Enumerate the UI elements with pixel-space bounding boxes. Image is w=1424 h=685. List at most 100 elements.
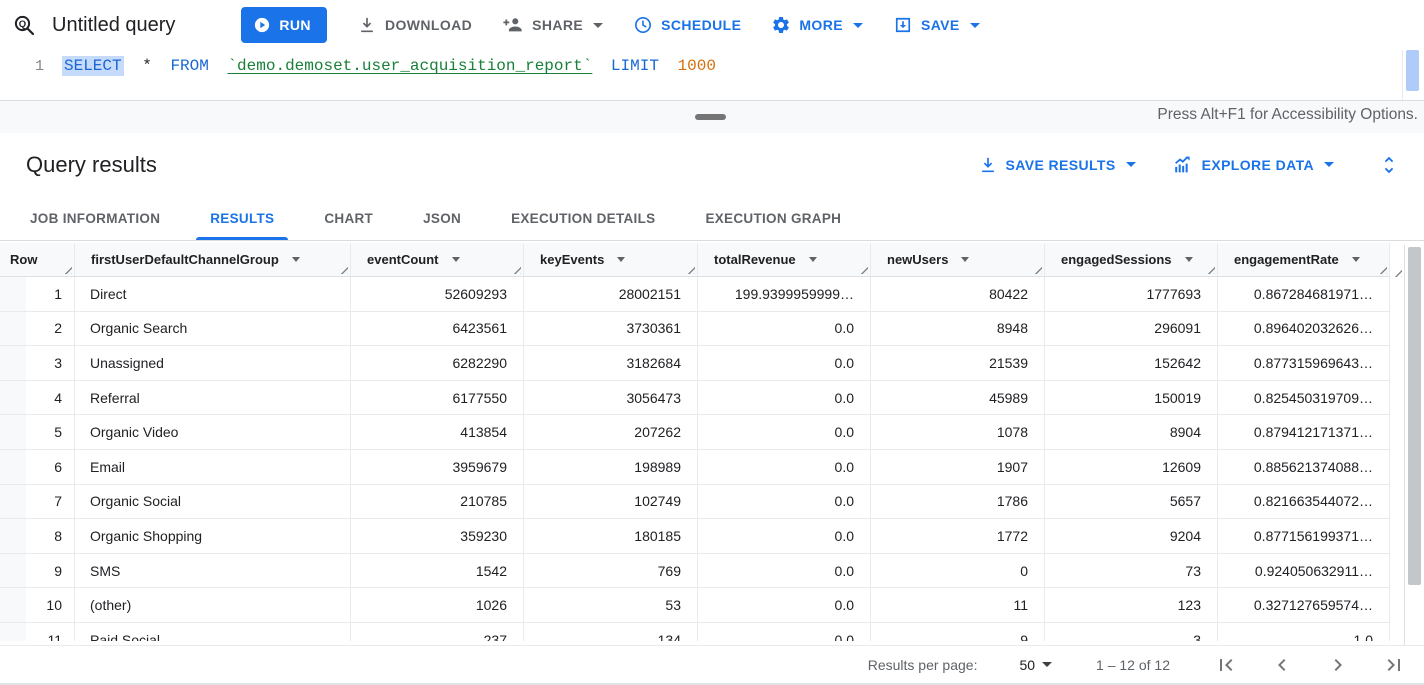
expand-collapse-button[interactable] xyxy=(1378,154,1400,176)
column-dropdown-icon[interactable] xyxy=(1184,257,1193,262)
page-range: 1 – 12 of 12 xyxy=(1096,656,1170,673)
column-dropdown-icon[interactable] xyxy=(961,257,970,262)
table-cell: 296091 xyxy=(1045,311,1218,346)
sql-table-reference[interactable]: `demo.demoset.user_acquisition_report` xyxy=(227,57,593,75)
column-resize-handle[interactable] xyxy=(1205,264,1215,274)
sql-keyword-from: FROM xyxy=(170,57,209,75)
results-table: Row firstUserDefaultChannelGroup eventCoun… xyxy=(0,243,1424,645)
table-cell: Organic Video xyxy=(75,415,351,449)
table-row-partial: 11 Paid Social 237 134 0.0 9 3 1.0 xyxy=(0,622,1390,641)
table-cell: Referral xyxy=(75,380,351,415)
column-resize-handle[interactable] xyxy=(511,264,521,274)
table-cell: 53 xyxy=(524,588,698,622)
table-cell: 1777693 xyxy=(1045,277,1218,311)
share-button[interactable]: SHARE xyxy=(502,14,604,36)
column-resize-handle[interactable] xyxy=(1392,267,1402,277)
sql-code-line[interactable]: SELECT * FROM `demo.demoset.user_acquisi… xyxy=(62,50,716,76)
tab-label: JSON xyxy=(423,210,462,226)
table-cell: 9 xyxy=(871,622,1045,641)
save-icon xyxy=(895,17,911,33)
panel-drag-handle[interactable] xyxy=(695,114,726,120)
save-button[interactable]: SAVE xyxy=(893,15,980,35)
column-label: engagementRate xyxy=(1234,252,1339,267)
column-label: eventCount xyxy=(367,252,439,267)
tab-json[interactable]: JSON xyxy=(403,196,481,240)
save-label: SAVE xyxy=(920,17,960,33)
more-button[interactable]: MORE xyxy=(771,15,863,35)
last-page-button[interactable] xyxy=(1382,653,1406,677)
table-cell: 0.0 xyxy=(698,588,871,622)
column-dropdown-icon[interactable] xyxy=(808,257,817,262)
chevron-down-icon xyxy=(969,22,980,28)
chevron-down-icon xyxy=(593,22,604,28)
results-actions: SAVE RESULTS EXPLORE DATA xyxy=(978,154,1400,176)
column-resize-handle[interactable] xyxy=(1032,264,1042,274)
last-page-icon xyxy=(1387,658,1400,671)
column-resize-handle[interactable] xyxy=(1377,264,1387,274)
column-dropdown-icon[interactable] xyxy=(617,257,626,262)
sql-editor[interactable]: 1 SELECT * FROM `demo.demoset.user_acqui… xyxy=(0,50,1424,100)
table-row: 9 SMS 1542 769 0.0 0 73 0.924050632911… xyxy=(0,553,1390,589)
column-resize-handle[interactable] xyxy=(62,264,72,274)
table-cell: 1.0 xyxy=(1218,622,1390,641)
tab-job-information[interactable]: JOB INFORMATION xyxy=(10,196,180,240)
window-bottom-edge xyxy=(0,683,1424,685)
table-cell: 199.9399959999… xyxy=(698,277,871,311)
tab-results[interactable]: RESULTS xyxy=(190,196,294,240)
tab-chart[interactable]: CHART xyxy=(304,196,393,240)
chevron-down-icon xyxy=(1125,162,1136,167)
tab-label: RESULTS xyxy=(210,210,275,226)
unfold-icon xyxy=(1384,156,1394,173)
table-cell: 0.885621374088… xyxy=(1218,449,1390,484)
table-row: 4 Referral 6177550 3056473 0.0 45989 150019 0.8… xyxy=(0,380,1390,416)
tab-execution-details[interactable]: EXECUTION DETAILS xyxy=(491,196,675,240)
table-cell: 0.924050632911… xyxy=(1218,553,1390,588)
download-label: DOWNLOAD xyxy=(384,17,473,33)
table-cell: 3 xyxy=(1045,622,1218,641)
chevron-down-icon xyxy=(1042,662,1053,667)
page-size-select[interactable]: 50 xyxy=(1019,656,1053,673)
play-circle-icon xyxy=(255,17,270,33)
column-dropdown-icon[interactable] xyxy=(1351,257,1360,262)
page-size-value: 50 xyxy=(1019,656,1036,673)
column-dropdown-icon[interactable] xyxy=(291,257,300,262)
table-cell: 0.0 xyxy=(698,622,871,641)
next-page-button[interactable] xyxy=(1326,653,1350,677)
row-number: 6 xyxy=(0,449,75,484)
column-label: Row xyxy=(10,252,38,267)
column-resize-handle[interactable] xyxy=(685,264,695,274)
table-cell: 52609293 xyxy=(351,277,524,311)
column-resize-handle[interactable] xyxy=(858,264,868,274)
table-cell: 0.327127659574… xyxy=(1218,588,1390,622)
table-cell: 1026 xyxy=(351,588,524,622)
column-resize-handle[interactable] xyxy=(338,264,348,274)
results-title: Query results xyxy=(26,151,157,177)
accessibility-hint: Press Alt+F1 for Accessibility Options. xyxy=(1157,106,1418,123)
run-button[interactable]: RUN xyxy=(241,7,327,43)
column-dropdown-icon[interactable] xyxy=(451,257,460,262)
first-page-button[interactable] xyxy=(1214,653,1238,677)
save-results-button[interactable]: SAVE RESULTS xyxy=(978,155,1136,175)
column-header-engagedSessions: engagedSessions xyxy=(1045,243,1218,276)
clock-icon xyxy=(635,16,652,34)
explore-data-button[interactable]: EXPLORE DATA xyxy=(1172,154,1334,176)
editor-scrollbar-thumb[interactable] xyxy=(1406,50,1419,91)
table-cell: 0.0 xyxy=(698,311,871,346)
chevron-left-icon xyxy=(1278,658,1286,671)
tab-execution-graph[interactable]: EXECUTION GRAPH xyxy=(685,196,861,240)
schedule-button[interactable]: SCHEDULE xyxy=(633,15,741,35)
table-cell: 1542 xyxy=(351,553,524,588)
table-cell: Direct xyxy=(75,277,351,311)
table-cell: 152642 xyxy=(1045,346,1218,380)
row-number: 9 xyxy=(0,553,75,588)
previous-page-button[interactable] xyxy=(1270,653,1294,677)
table-cell: 5657 xyxy=(1045,484,1218,519)
table-cell: 198989 xyxy=(524,449,698,484)
table-cell: 0.825450319709… xyxy=(1218,380,1390,415)
run-label: RUN xyxy=(279,17,311,33)
table-cell: 3182684 xyxy=(524,346,698,380)
download-button[interactable]: DOWNLOAD xyxy=(357,15,472,35)
sql-keyword-select: SELECT xyxy=(62,56,124,76)
table-scrollbar-thumb[interactable] xyxy=(1408,247,1421,585)
table-row: 5 Organic Video 413854 207262 0.0 1078 8904 0.8… xyxy=(0,415,1390,450)
